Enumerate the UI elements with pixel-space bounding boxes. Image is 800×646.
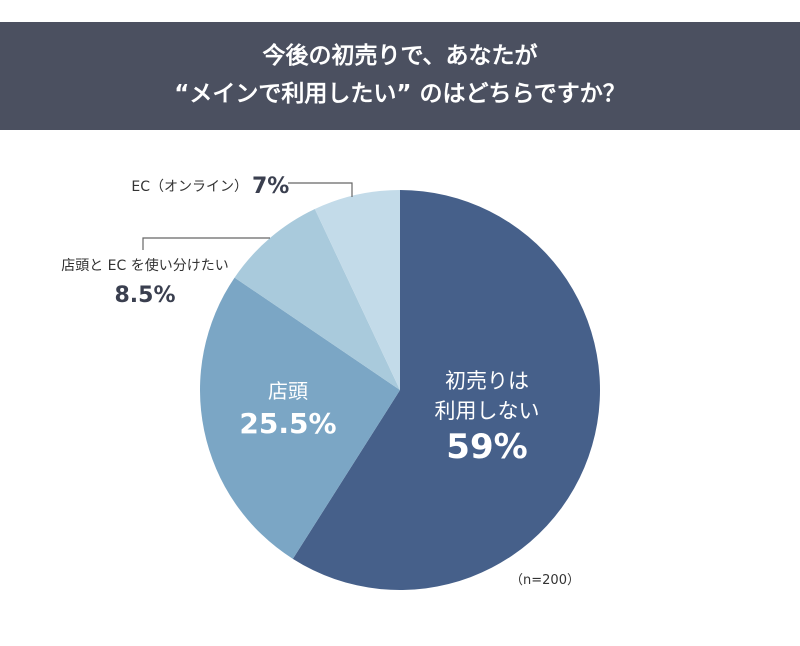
label-none-1: 初売りは [445,369,529,393]
sample-size-note: （n=200） [510,573,580,588]
label-store: 店頭 [268,379,308,403]
value-none: 59% [446,427,527,467]
title-line-1: 今後の初売りで、あなたが [262,43,538,69]
leader-line-both [142,237,270,250]
label-both: 店頭と EC を使い分けたい [61,257,229,274]
pie-slice-0 [292,190,601,590]
label-none-2: 利用しない [435,399,540,423]
label-ec: EC（オンライン） [131,179,248,195]
title-line-2: “メインで利用したい” のはどちらですか？ [174,81,626,107]
value-store: 25.5% [239,407,336,440]
leader-line-ec [288,182,353,197]
pie-slice-2 [234,209,400,390]
pie-slice-3 [314,190,400,390]
value-both: 8.5% [114,283,175,308]
pie-slice-1 [200,277,400,559]
value-ec: 7% [252,174,289,199]
title-banner: 今後の初売りで、あなたが “メインで利用したい” のはどちらですか？ [0,22,800,130]
